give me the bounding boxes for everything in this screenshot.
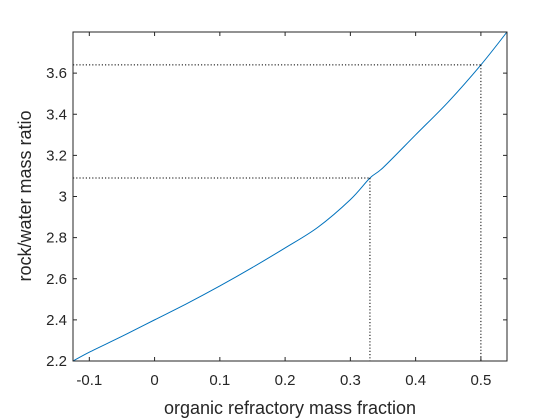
y-tick-label: 3 (59, 189, 67, 206)
y-axis-label: rock/water mass ratio (15, 110, 35, 281)
x-tick-label: 0.5 (470, 372, 491, 389)
axes-box (72, 31, 508, 362)
x-tick-label: 0.2 (275, 372, 296, 389)
x-tick-label: 0.3 (340, 372, 361, 389)
y-tick-label: 3.6 (46, 65, 67, 82)
y-tick-label: 3.4 (46, 106, 67, 123)
y-tick-label: 3.2 (46, 147, 67, 164)
y-tick-label: 2.6 (46, 271, 67, 288)
x-tick-label: -0.1 (76, 372, 102, 389)
x-tick-label: 0.1 (209, 372, 230, 389)
y-tick-label: 2.8 (46, 230, 67, 247)
y-tick-label: 2.2 (46, 353, 67, 370)
x-axis-label: organic refractory mass fraction (164, 398, 416, 418)
y-tick-label: 2.4 (46, 312, 67, 329)
x-tick-label: 0.4 (405, 372, 426, 389)
x-tick-label: 0 (150, 372, 158, 389)
data-line (72, 31, 508, 362)
